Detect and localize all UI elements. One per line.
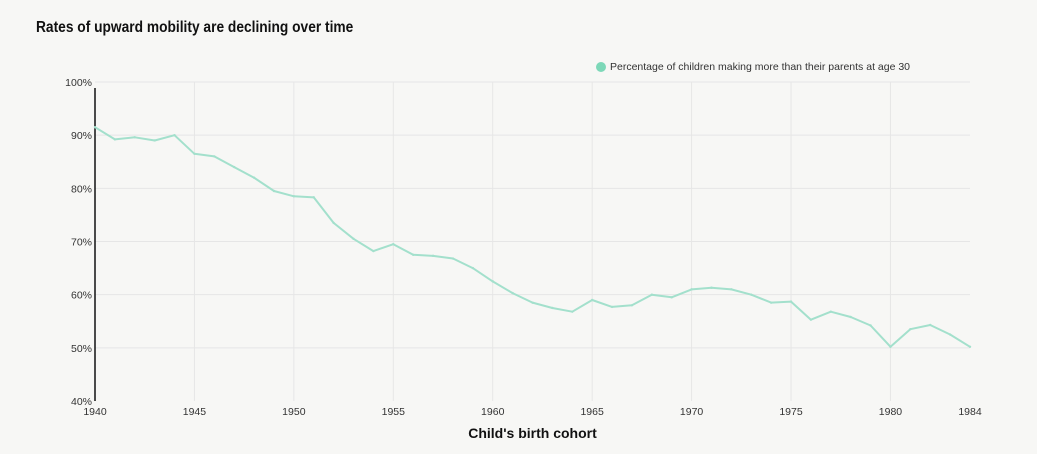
x-tick-label: 1955 xyxy=(382,406,406,418)
data-point xyxy=(571,310,574,313)
data-point xyxy=(471,266,475,270)
data-point xyxy=(909,328,912,331)
data-point xyxy=(650,293,654,296)
data-point xyxy=(312,196,315,199)
data-point xyxy=(769,301,773,304)
data-point xyxy=(213,155,216,158)
data-point xyxy=(590,298,594,302)
series-line xyxy=(94,126,971,348)
y-tick-label: 80% xyxy=(71,183,92,195)
data-point xyxy=(710,286,713,289)
data-point xyxy=(193,152,196,155)
data-point xyxy=(690,288,693,291)
data-point xyxy=(372,249,375,253)
data-point xyxy=(133,136,136,139)
y-tick-label: 40% xyxy=(71,396,92,408)
legend: Percentage of children making more than … xyxy=(596,61,910,73)
y-tick-label: 100% xyxy=(65,77,92,89)
data-point xyxy=(948,333,952,336)
data-point xyxy=(173,133,176,137)
x-tick-label: 1940 xyxy=(83,406,107,418)
data-point xyxy=(411,253,415,256)
grid-lines xyxy=(95,81,970,401)
data-point xyxy=(392,242,395,246)
data-point xyxy=(849,315,852,319)
data-point xyxy=(292,195,296,198)
y-tick-label: 70% xyxy=(71,237,92,249)
data-point xyxy=(113,138,117,141)
data-point xyxy=(531,301,534,304)
data-point xyxy=(252,176,256,179)
x-tick-label: 1984 xyxy=(958,406,982,418)
data-point xyxy=(93,125,97,129)
data-point xyxy=(352,237,355,241)
data-point xyxy=(153,139,156,142)
data-point xyxy=(750,293,753,296)
x-tick-label: 1970 xyxy=(680,406,704,418)
x-tick-label: 1950 xyxy=(282,406,306,418)
data-point xyxy=(491,280,494,283)
y-tick-label: 60% xyxy=(71,290,92,302)
data-point xyxy=(451,257,455,260)
data-point xyxy=(233,165,236,169)
data-point xyxy=(431,254,435,258)
data-point xyxy=(511,291,514,295)
data-point xyxy=(551,306,554,310)
axes: 40% 50% 60% 70% 80% 90% 100% 1940 1945 1950 1955 19… xyxy=(65,77,982,418)
data-point xyxy=(272,189,276,193)
x-tick-label: 1945 xyxy=(183,406,207,418)
x-axis-title: Child's birth cohort xyxy=(468,425,597,441)
data-point xyxy=(929,323,932,327)
x-tick-label: 1965 xyxy=(580,406,604,418)
data-point xyxy=(730,288,733,291)
data-point xyxy=(630,304,634,307)
data-point xyxy=(610,305,614,309)
x-tick-label: 1975 xyxy=(779,406,803,418)
legend-swatch xyxy=(596,62,606,72)
series-layer xyxy=(93,125,972,348)
data-point xyxy=(789,300,793,303)
data-point xyxy=(889,345,892,348)
data-point xyxy=(670,296,673,299)
data-point xyxy=(968,345,972,348)
data-point xyxy=(869,324,872,327)
data-point xyxy=(809,318,813,321)
data-point xyxy=(332,221,335,225)
data-point xyxy=(829,310,832,313)
x-tick-label: 1980 xyxy=(879,406,903,418)
y-tick-label: 50% xyxy=(71,343,92,355)
chart-title: Rates of upward mobility are declining o… xyxy=(36,19,354,36)
y-tick-label: 90% xyxy=(71,130,92,142)
x-tick-label: 1960 xyxy=(481,406,505,418)
legend-label: Percentage of children making more than … xyxy=(610,61,911,73)
